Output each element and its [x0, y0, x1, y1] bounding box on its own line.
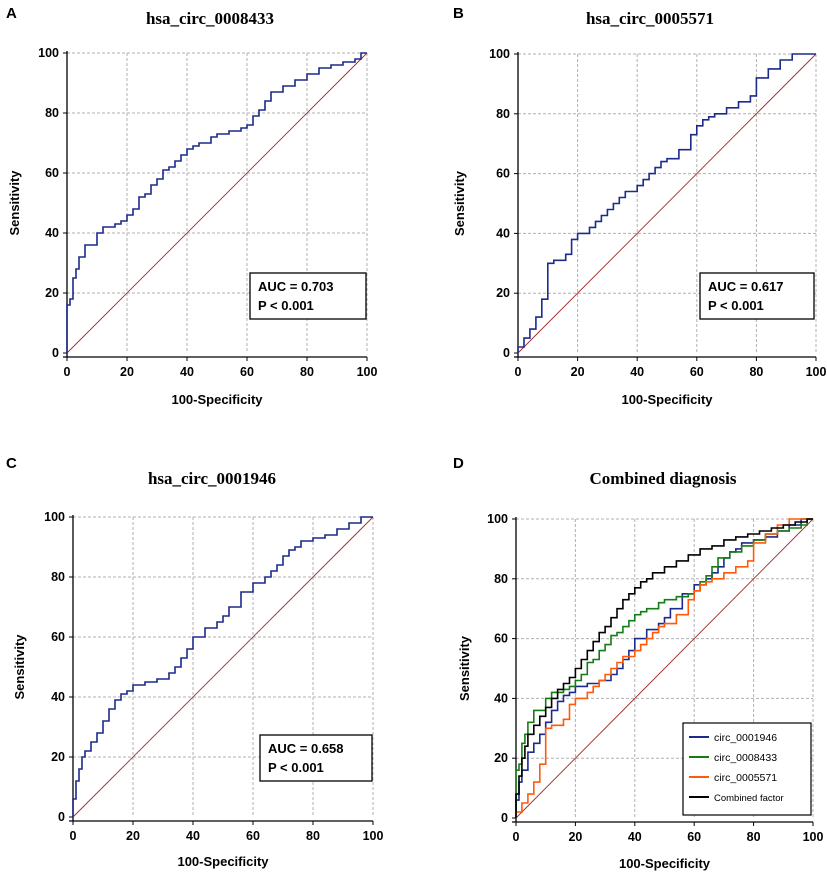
y-tick-label: 20	[45, 286, 59, 300]
x-tick-label: 0	[513, 830, 520, 844]
roc-curve-hsa-circ-0001946	[72, 516, 373, 817]
panel-letter: C	[6, 455, 17, 472]
y-tick-label: 80	[51, 570, 65, 584]
x-axis-label: 100-Specificity	[171, 392, 263, 407]
x-tick-label: 100	[357, 365, 378, 379]
y-tick-label: 100	[44, 510, 65, 524]
x-tick-label: 100	[803, 830, 824, 844]
x-axis-label: 100-Specificity	[619, 856, 711, 871]
panel-letter: B	[453, 5, 464, 22]
roc-curve-hsa-circ-0005571	[517, 53, 816, 353]
x-tick-label: 20	[571, 365, 585, 379]
auc-box	[249, 272, 367, 320]
x-tick-label: 0	[515, 365, 522, 379]
y-tick-label: 100	[38, 46, 59, 60]
p-value-label: P < 0.001	[268, 760, 324, 775]
x-tick-label: 60	[687, 830, 701, 844]
y-tick-label: 40	[51, 690, 65, 704]
y-tick-label: 60	[494, 632, 508, 646]
y-axis-label: Sensitivity	[457, 635, 472, 701]
y-tick-label: 40	[494, 691, 508, 705]
y-tick-label: 40	[45, 226, 59, 240]
panel-d: D Combined diagnosis 0 20 40 60 80 100 0 20 40 60 80…	[453, 455, 823, 871]
y-tick-label: 80	[494, 572, 508, 586]
roc-curve-circ-0005571	[515, 518, 813, 818]
x-tick-label: 0	[64, 365, 71, 379]
auc-label: AUC = 0.617	[708, 279, 784, 294]
y-tick-label: 80	[45, 106, 59, 120]
y-tick-label: 0	[501, 811, 508, 825]
roc-curve-combined-factor	[515, 518, 813, 818]
x-tick-label: 40	[630, 365, 644, 379]
p-value-label: P < 0.001	[708, 298, 764, 313]
x-tick-label: 60	[246, 829, 260, 843]
x-axis-label: 100-Specificity	[621, 392, 713, 407]
x-tick-label: 100	[363, 829, 384, 843]
legend-label: circ_0005571	[714, 772, 777, 784]
y-tick-label: 60	[51, 630, 65, 644]
y-tick-label: 100	[487, 512, 508, 526]
x-tick-label: 20	[568, 830, 582, 844]
y-axis-label: Sensitivity	[12, 634, 27, 700]
x-tick-label: 40	[628, 830, 642, 844]
legend-label: circ_0008433	[714, 752, 777, 764]
y-tick-label: 0	[503, 346, 510, 360]
y-tick-label: 20	[494, 751, 508, 765]
chart-title: hsa_circ_0005571	[586, 9, 714, 28]
reference-line	[517, 53, 817, 354]
y-tick-label: 0	[52, 346, 59, 360]
y-tick-label: 20	[51, 750, 65, 764]
y-tick-label: 60	[45, 166, 59, 180]
x-tick-label: 80	[300, 365, 314, 379]
panel-letter: D	[453, 455, 464, 472]
y-tick-label: 40	[496, 226, 510, 240]
x-tick-label: 100	[806, 365, 827, 379]
auc-box	[699, 272, 815, 320]
auc-box	[259, 734, 373, 782]
x-tick-label: 80	[747, 830, 761, 844]
x-tick-label: 20	[120, 365, 134, 379]
chart-title: hsa_circ_0001946	[148, 469, 276, 488]
y-tick-label: 80	[496, 107, 510, 121]
auc-label: AUC = 0.658	[268, 741, 344, 756]
x-axis-label: 100-Specificity	[177, 854, 269, 869]
y-axis-label: Sensitivity	[7, 170, 22, 236]
p-value-label: P < 0.001	[258, 298, 314, 313]
x-tick-label: 80	[749, 365, 763, 379]
y-tick-label: 100	[489, 47, 510, 61]
x-tick-label: 80	[306, 829, 320, 843]
x-tick-label: 20	[126, 829, 140, 843]
auc-label: AUC = 0.703	[258, 279, 334, 294]
x-tick-label: 40	[180, 365, 194, 379]
x-tick-label: 0	[70, 829, 77, 843]
reference-line	[66, 52, 368, 354]
legend-label: circ_0001946	[714, 732, 777, 744]
y-axis-label: Sensitivity	[452, 170, 467, 236]
roc-curve-circ-0008433	[515, 518, 813, 818]
x-tick-label: 40	[186, 829, 200, 843]
legend-box	[682, 722, 812, 816]
x-tick-label: 60	[690, 365, 704, 379]
x-tick-label: 60	[240, 365, 254, 379]
chart-title: hsa_circ_0008433	[146, 9, 274, 28]
y-tick-label: 0	[58, 810, 65, 824]
panel-letter: A	[6, 5, 17, 22]
reference-line	[72, 516, 374, 818]
chart-title: Combined diagnosis	[590, 469, 737, 488]
y-tick-label: 20	[496, 286, 510, 300]
roc-curve-hsa-circ-0008433	[66, 52, 367, 353]
reference-line	[515, 518, 814, 819]
y-tick-label: 60	[496, 167, 510, 181]
legend-label: Combined factor	[714, 793, 784, 804]
